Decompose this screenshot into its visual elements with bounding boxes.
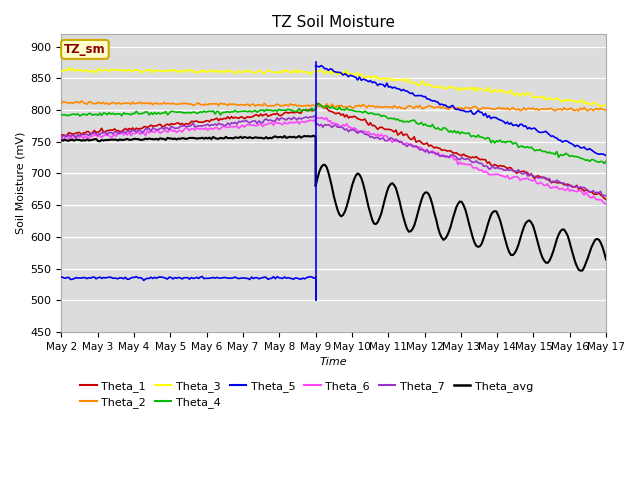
Theta_5: [186, 276, 193, 282]
Theta_4: [553, 149, 561, 155]
Theta_5: [166, 274, 173, 280]
Theta_avg: [553, 237, 561, 242]
Theta_1: [553, 180, 561, 186]
Theta_2: [555, 107, 563, 112]
Theta_6: [553, 184, 561, 190]
Theta_4: [383, 115, 390, 120]
Theta_3: [383, 78, 390, 84]
Line: Theta_avg: Theta_avg: [61, 136, 606, 271]
Theta_2: [392, 104, 400, 110]
Theta_6: [392, 139, 400, 144]
Theta_7: [518, 171, 526, 177]
Theta_avg: [310, 133, 317, 139]
Theta_4: [381, 113, 389, 119]
Theta_2: [551, 108, 559, 114]
Theta_6: [602, 201, 610, 207]
Theta_2: [383, 104, 390, 110]
Theta_avg: [383, 189, 390, 195]
Theta_3: [553, 95, 561, 101]
Theta_7: [312, 113, 319, 119]
Theta_1: [381, 127, 389, 132]
Y-axis label: Soil Moisture (mV): Soil Moisture (mV): [15, 132, 25, 234]
Theta_1: [518, 168, 526, 174]
Line: Theta_5: Theta_5: [61, 276, 316, 280]
Theta_2: [60, 99, 67, 105]
Theta_6: [518, 176, 526, 182]
Theta_avg: [381, 196, 389, 202]
Theta_3: [518, 91, 526, 96]
Theta_4: [316, 101, 323, 107]
Theta_5: [72, 275, 80, 280]
Theta_4: [60, 112, 67, 118]
Theta_6: [381, 132, 389, 138]
Line: Theta_2: Theta_2: [61, 101, 606, 111]
Theta_5: [140, 277, 148, 283]
Theta_7: [383, 138, 390, 144]
Theta_4: [518, 143, 526, 149]
Theta_7: [392, 136, 400, 142]
Theta_7: [553, 178, 561, 183]
Line: Theta_1: Theta_1: [61, 103, 606, 199]
Theta_avg: [60, 138, 67, 144]
Theta_4: [58, 112, 65, 118]
Theta_7: [381, 138, 389, 144]
Theta_avg: [577, 268, 584, 274]
Theta_7: [602, 193, 610, 199]
Theta_avg: [518, 230, 526, 236]
Theta_3: [58, 69, 65, 74]
Theta_6: [58, 135, 65, 141]
Theta_3: [65, 65, 72, 71]
Theta_avg: [392, 185, 400, 191]
Line: Theta_3: Theta_3: [61, 68, 606, 106]
Theta_7: [60, 132, 67, 138]
Theta_5: [198, 274, 206, 279]
Theta_2: [518, 107, 526, 113]
Theta_4: [600, 161, 608, 167]
Theta_1: [602, 196, 610, 202]
Theta_2: [77, 98, 85, 104]
Theta_2: [602, 108, 610, 113]
Theta_5: [312, 275, 319, 280]
Theta_6: [383, 133, 390, 139]
Theta_3: [392, 77, 400, 83]
Theta_7: [58, 134, 65, 140]
Theta_1: [314, 100, 321, 106]
Title: TZ Soil Moisture: TZ Soil Moisture: [272, 15, 396, 30]
Theta_1: [60, 132, 67, 138]
Theta_3: [381, 76, 389, 82]
Theta_5: [83, 276, 91, 281]
Theta_1: [58, 132, 65, 138]
Theta_1: [383, 126, 390, 132]
Theta_6: [60, 137, 67, 143]
Theta_4: [392, 117, 400, 123]
Theta_3: [602, 103, 610, 108]
Text: TZ_sm: TZ_sm: [64, 43, 106, 56]
Line: Theta_7: Theta_7: [61, 116, 606, 196]
Line: Theta_6: Theta_6: [61, 118, 606, 204]
Legend: Theta_1, Theta_2, Theta_3, Theta_4, Theta_5, Theta_6, Theta_7, Theta_avg: Theta_1, Theta_2, Theta_3, Theta_4, Thet…: [76, 376, 538, 412]
Theta_5: [58, 274, 65, 280]
Line: Theta_4: Theta_4: [61, 104, 606, 164]
X-axis label: Time: Time: [320, 357, 348, 367]
Theta_avg: [602, 257, 610, 263]
Theta_5: [103, 275, 111, 280]
Theta_6: [317, 115, 325, 120]
Theta_4: [602, 158, 610, 164]
Theta_2: [381, 104, 389, 109]
Theta_2: [58, 100, 65, 106]
Theta_3: [596, 103, 604, 109]
Theta_1: [392, 127, 400, 133]
Theta_5: [67, 276, 74, 282]
Theta_3: [60, 68, 67, 73]
Theta_avg: [58, 137, 65, 143]
